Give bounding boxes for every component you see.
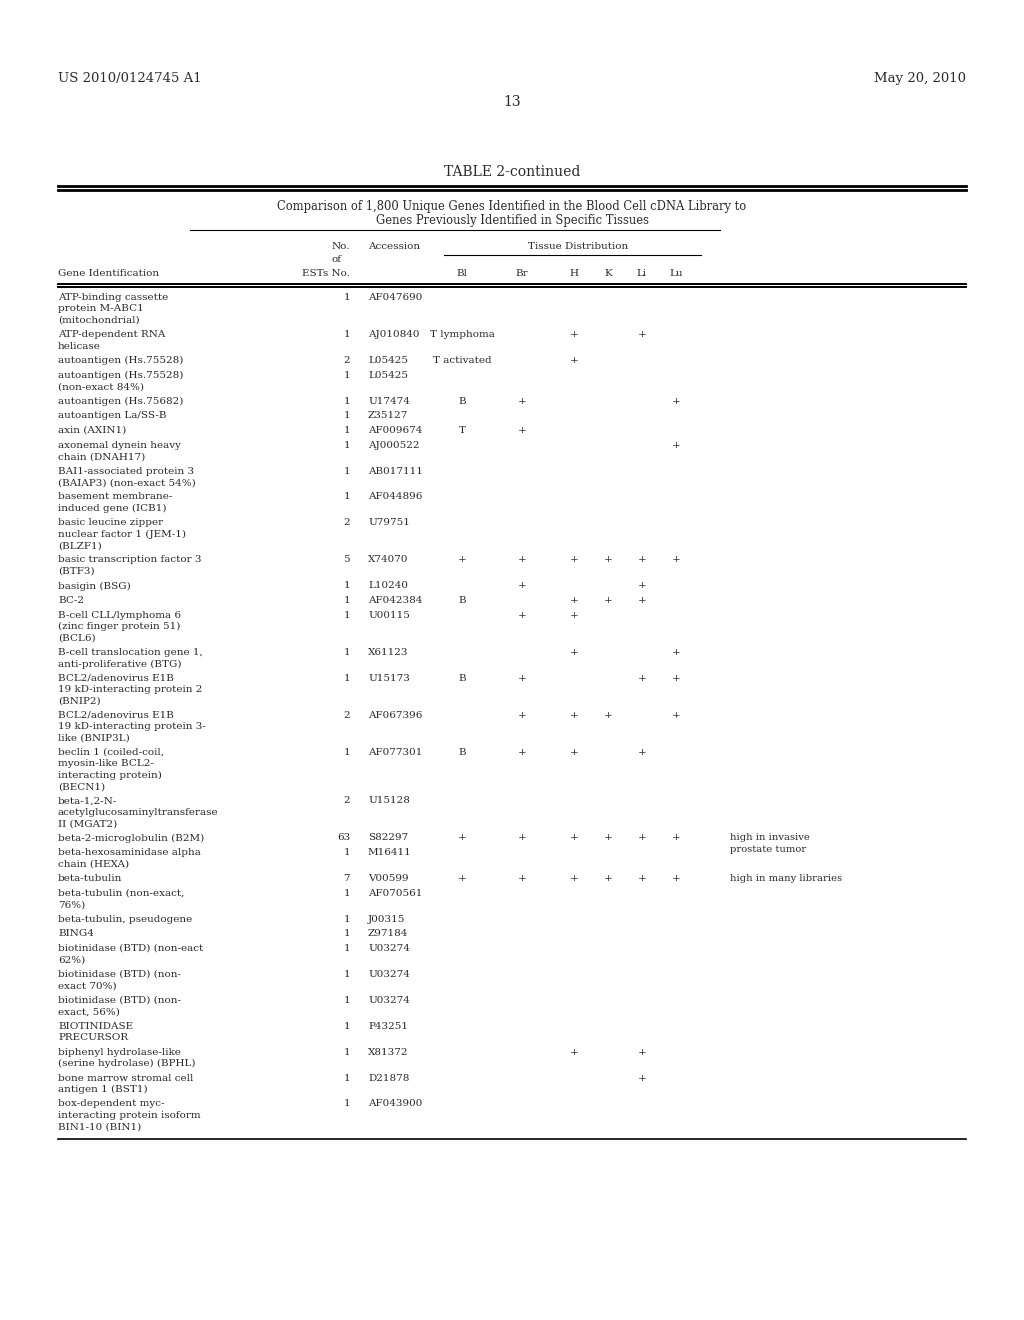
Text: +: +: [569, 611, 579, 620]
Text: +: +: [569, 748, 579, 756]
Text: L05425: L05425: [368, 371, 408, 380]
Text: AF044896: AF044896: [368, 492, 422, 502]
Text: S82297: S82297: [368, 833, 409, 842]
Text: Comparison of 1,800 Unique Genes Identified in the Blood Cell cDNA Library to: Comparison of 1,800 Unique Genes Identif…: [278, 201, 746, 213]
Text: bone marrow stromal cell
antigen 1 (BST1): bone marrow stromal cell antigen 1 (BST1…: [58, 1073, 194, 1094]
Text: +: +: [672, 874, 680, 883]
Text: BING4: BING4: [58, 929, 94, 939]
Text: AF043900: AF043900: [368, 1100, 422, 1109]
Text: U03274: U03274: [368, 970, 410, 979]
Text: AF070561: AF070561: [368, 888, 422, 898]
Text: BIOTINIDASE
PRECURSOR: BIOTINIDASE PRECURSOR: [58, 1022, 133, 1043]
Text: 2: 2: [343, 796, 350, 805]
Text: beta-1,2-N-
acetylglucosaminyltransferase
II (MGAT2): beta-1,2-N- acetylglucosaminyltransferas…: [58, 796, 219, 828]
Text: autoantigen (Hs.75682): autoantigen (Hs.75682): [58, 396, 183, 405]
Text: AJ000522: AJ000522: [368, 441, 420, 450]
Text: B: B: [458, 673, 466, 682]
Text: U79751: U79751: [368, 519, 410, 528]
Text: +: +: [672, 441, 680, 450]
Text: No.: No.: [332, 242, 350, 251]
Text: autoantigen (Hs.75528)
(non-exact 84%): autoantigen (Hs.75528) (non-exact 84%): [58, 371, 183, 391]
Text: 1: 1: [343, 611, 350, 620]
Text: +: +: [672, 833, 680, 842]
Text: P43251: P43251: [368, 1022, 408, 1031]
Text: +: +: [517, 833, 526, 842]
Text: 1: 1: [343, 995, 350, 1005]
Text: 1: 1: [343, 293, 350, 302]
Text: +: +: [569, 330, 579, 339]
Text: B: B: [458, 396, 466, 405]
Text: +: +: [638, 597, 646, 605]
Text: 1: 1: [343, 944, 350, 953]
Text: 1: 1: [343, 1100, 350, 1109]
Text: +: +: [638, 673, 646, 682]
Text: Genes Previously Identified in Specific Tissues: Genes Previously Identified in Specific …: [376, 214, 648, 227]
Text: +: +: [569, 874, 579, 883]
Text: U15128: U15128: [368, 796, 410, 805]
Text: +: +: [672, 711, 680, 719]
Text: U15173: U15173: [368, 673, 410, 682]
Text: 1: 1: [343, 970, 350, 979]
Text: 1: 1: [343, 1022, 350, 1031]
Text: +: +: [638, 748, 646, 756]
Text: +: +: [517, 611, 526, 620]
Text: B: B: [458, 597, 466, 605]
Text: V00599: V00599: [368, 874, 409, 883]
Text: 5: 5: [343, 556, 350, 565]
Text: K: K: [604, 269, 612, 279]
Text: May 20, 2010: May 20, 2010: [874, 73, 966, 84]
Text: beta-tubulin, pseudogene: beta-tubulin, pseudogene: [58, 915, 193, 924]
Text: of: of: [332, 255, 342, 264]
Text: 1: 1: [343, 330, 350, 339]
Text: +: +: [603, 833, 612, 842]
Text: +: +: [638, 874, 646, 883]
Text: 1: 1: [343, 466, 350, 475]
Text: +: +: [569, 711, 579, 719]
Text: 1: 1: [343, 396, 350, 405]
Text: B: B: [458, 748, 466, 756]
Text: high in many libraries: high in many libraries: [730, 874, 842, 883]
Text: U17474: U17474: [368, 396, 410, 405]
Text: beta-tubulin: beta-tubulin: [58, 874, 123, 883]
Text: +: +: [638, 581, 646, 590]
Text: biotinidase (BTD) (non-eact
62%): biotinidase (BTD) (non-eact 62%): [58, 944, 203, 965]
Text: +: +: [672, 673, 680, 682]
Text: 1: 1: [343, 929, 350, 939]
Text: +: +: [638, 833, 646, 842]
Text: +: +: [517, 396, 526, 405]
Text: ATP-binding cassette
protein M-ABC1
(mitochondrial): ATP-binding cassette protein M-ABC1 (mit…: [58, 293, 168, 325]
Text: 1: 1: [343, 748, 350, 756]
Text: B-cell translocation gene 1,
anti-proliferative (BTG): B-cell translocation gene 1, anti-prolif…: [58, 648, 203, 668]
Text: beclin 1 (coiled-coil,
myosin-like BCL2-
interacting protein)
(BECN1): beclin 1 (coiled-coil, myosin-like BCL2-…: [58, 748, 164, 792]
Text: U00115: U00115: [368, 611, 410, 620]
Text: +: +: [517, 711, 526, 719]
Text: X81372: X81372: [368, 1048, 409, 1056]
Text: +: +: [517, 748, 526, 756]
Text: Bl: Bl: [457, 269, 468, 279]
Text: 13: 13: [503, 95, 521, 110]
Text: +: +: [569, 597, 579, 605]
Text: beta-tubulin (non-exact,
76%): beta-tubulin (non-exact, 76%): [58, 888, 184, 909]
Text: +: +: [517, 673, 526, 682]
Text: 1: 1: [343, 441, 350, 450]
Text: +: +: [638, 556, 646, 565]
Text: biotinidase (BTD) (non-
exact, 56%): biotinidase (BTD) (non- exact, 56%): [58, 995, 181, 1016]
Text: axin (AXIN1): axin (AXIN1): [58, 426, 126, 436]
Text: AJ010840: AJ010840: [368, 330, 420, 339]
Text: L05425: L05425: [368, 356, 408, 366]
Text: +: +: [517, 556, 526, 565]
Text: +: +: [672, 396, 680, 405]
Text: Accession: Accession: [368, 242, 420, 251]
Text: +: +: [603, 711, 612, 719]
Text: X74070: X74070: [368, 556, 409, 565]
Text: U03274: U03274: [368, 995, 410, 1005]
Text: TABLE 2-continued: TABLE 2-continued: [443, 165, 581, 180]
Text: Br: Br: [516, 269, 528, 279]
Text: autoantigen (Hs.75528): autoantigen (Hs.75528): [58, 356, 183, 366]
Text: axonemal dynein heavy
chain (DNAH17): axonemal dynein heavy chain (DNAH17): [58, 441, 181, 461]
Text: U03274: U03274: [368, 944, 410, 953]
Text: 7: 7: [343, 874, 350, 883]
Text: Li: Li: [637, 269, 647, 279]
Text: ESTs No.: ESTs No.: [302, 269, 350, 279]
Text: T activated: T activated: [433, 356, 492, 366]
